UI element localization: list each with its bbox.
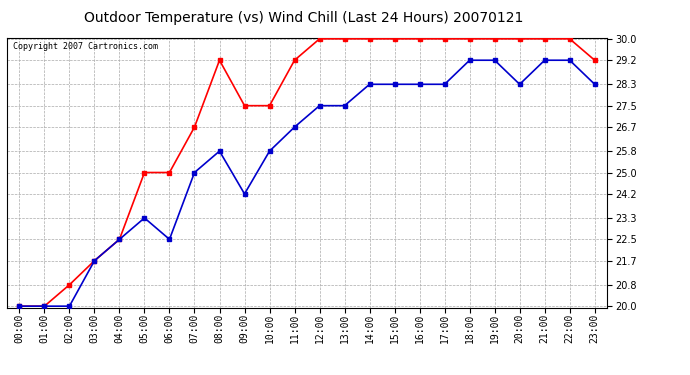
Text: Outdoor Temperature (vs) Wind Chill (Last 24 Hours) 20070121: Outdoor Temperature (vs) Wind Chill (Las…	[84, 11, 523, 25]
Text: Copyright 2007 Cartronics.com: Copyright 2007 Cartronics.com	[13, 42, 158, 51]
